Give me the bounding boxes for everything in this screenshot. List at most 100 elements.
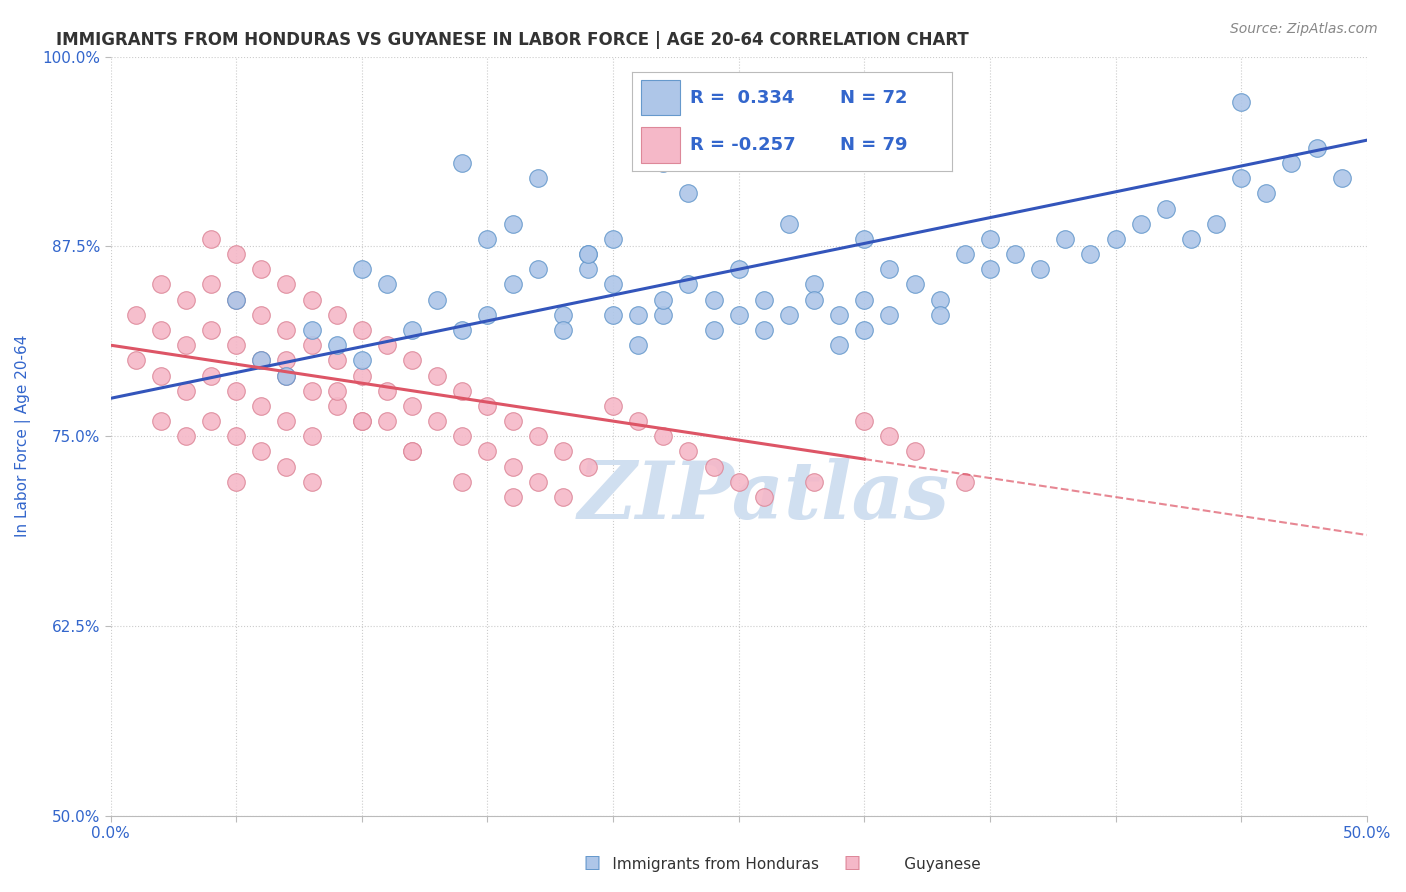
Point — [1029, 262, 1052, 277]
Point — [928, 308, 950, 322]
Point — [803, 277, 825, 292]
Point — [225, 247, 247, 261]
Point — [200, 414, 222, 428]
Point — [250, 308, 273, 322]
Text: ■: ■ — [583, 855, 600, 872]
Point — [502, 490, 524, 504]
Point — [602, 232, 624, 246]
Point — [727, 475, 749, 489]
Point — [301, 323, 323, 337]
Point — [477, 444, 499, 458]
Point — [1230, 95, 1253, 110]
Point — [225, 429, 247, 443]
Point — [375, 384, 398, 398]
Point — [250, 444, 273, 458]
Point — [124, 353, 146, 368]
Point — [1281, 156, 1303, 170]
Point — [174, 338, 197, 352]
Point — [200, 323, 222, 337]
Point — [903, 277, 925, 292]
Point — [350, 414, 373, 428]
Point — [149, 277, 172, 292]
Point — [576, 459, 599, 474]
Point — [350, 414, 373, 428]
Point — [401, 323, 423, 337]
Point — [727, 308, 749, 322]
Point — [551, 323, 574, 337]
Text: ■: ■ — [844, 855, 860, 872]
Point — [1180, 232, 1202, 246]
Point — [853, 323, 876, 337]
Point — [426, 368, 449, 383]
Point — [778, 308, 800, 322]
Point — [576, 247, 599, 261]
Point — [702, 459, 724, 474]
Text: Source: ZipAtlas.com: Source: ZipAtlas.com — [1230, 22, 1378, 37]
Point — [1205, 217, 1227, 231]
Point — [124, 308, 146, 322]
Point — [803, 293, 825, 307]
Text: Guyanese: Guyanese — [875, 857, 981, 872]
Text: ZIPatlas: ZIPatlas — [578, 458, 950, 536]
Point — [225, 293, 247, 307]
Point — [953, 247, 976, 261]
Point — [702, 323, 724, 337]
Point — [1256, 186, 1278, 201]
Point — [1230, 171, 1253, 186]
Point — [602, 308, 624, 322]
Point — [325, 308, 347, 322]
Point — [526, 429, 548, 443]
Point — [174, 293, 197, 307]
Point — [702, 95, 724, 110]
Point — [1154, 202, 1177, 216]
Point — [526, 475, 548, 489]
Point — [979, 232, 1001, 246]
Y-axis label: In Labor Force | Age 20-64: In Labor Force | Age 20-64 — [15, 335, 31, 538]
Point — [350, 323, 373, 337]
Point — [627, 414, 650, 428]
Point — [301, 429, 323, 443]
Point — [149, 414, 172, 428]
Point — [276, 353, 298, 368]
Point — [502, 217, 524, 231]
Point — [1104, 232, 1126, 246]
Point — [477, 399, 499, 413]
Point — [853, 414, 876, 428]
Point — [401, 444, 423, 458]
Point — [250, 353, 273, 368]
Point — [678, 186, 700, 201]
Point — [576, 262, 599, 277]
Point — [853, 232, 876, 246]
Point — [250, 399, 273, 413]
Point — [1305, 141, 1327, 155]
Point — [1129, 217, 1152, 231]
Point — [576, 247, 599, 261]
Point — [879, 262, 901, 277]
Point — [502, 414, 524, 428]
Point — [174, 384, 197, 398]
Point — [828, 338, 851, 352]
Point — [451, 156, 474, 170]
Point — [903, 444, 925, 458]
Point — [853, 293, 876, 307]
Point — [325, 353, 347, 368]
Point — [325, 384, 347, 398]
Point — [652, 293, 675, 307]
Point — [551, 308, 574, 322]
Point — [149, 323, 172, 337]
Point — [1080, 247, 1102, 261]
Point — [225, 475, 247, 489]
Point — [451, 429, 474, 443]
Point — [702, 293, 724, 307]
Point — [477, 308, 499, 322]
Point — [401, 399, 423, 413]
Point — [375, 414, 398, 428]
Point — [652, 308, 675, 322]
Point — [301, 475, 323, 489]
Text: □: □ — [583, 855, 600, 872]
Point — [879, 308, 901, 322]
Point — [401, 353, 423, 368]
Point — [149, 368, 172, 383]
Point — [174, 429, 197, 443]
Point — [426, 293, 449, 307]
